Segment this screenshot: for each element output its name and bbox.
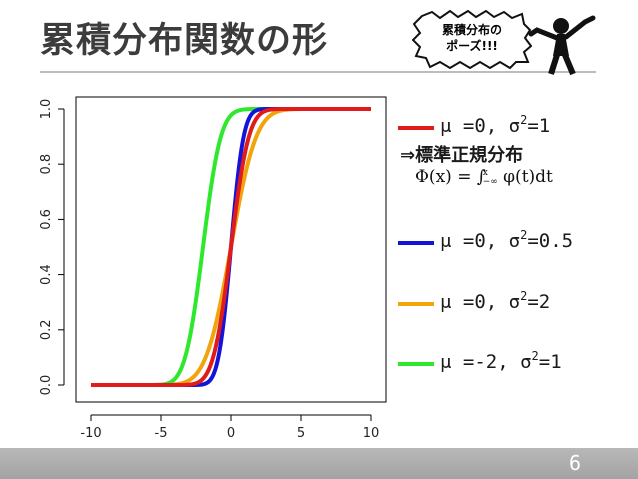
plot-frame [75,96,387,403]
formula-upper: x [482,167,488,178]
legend-sup: 2 [520,289,528,303]
legend-entry-green: μ =-2, σ2=1 [440,349,562,373]
legend-entry-orange: μ =0, σ2=2 [440,289,551,313]
formula-limits: x −∞ [482,167,498,187]
formula-lower: −∞ [482,176,498,187]
y-tick-label: 0.8 [39,154,54,175]
page-number: 6 [568,451,582,475]
formula-lhs: Φ(x) = ∫ [415,167,486,187]
x-tick-label: 5 [297,426,305,441]
y-axis: 0.0 0.2 0.4 0.6 0.8 1.0 [39,99,65,396]
x-tick-label: 0 [227,426,235,441]
legend-entry-blue: μ =0, σ2=0.5 [440,228,574,252]
x-tick-label: -5 [155,426,168,441]
cdf-curves [89,107,373,387]
legend-label: μ =0, σ [440,115,521,137]
bubble-line-2: ポーズ!!! [446,39,498,53]
cdf-chart: -10 -5 0 5 10 0.0 0.2 0.4 0.6 0.8 1.0 [39,96,387,441]
slide-title: 累積分布関数の形 [40,21,329,61]
legend-value: =0.5 [527,230,574,252]
bubble-text: 累積分布の ポーズ!!! [425,22,519,54]
legend-value: =1 [538,351,562,373]
legend-line-orange [398,302,434,306]
y-tick-label: 0.4 [39,264,54,285]
legend-sup: 2 [520,228,528,242]
y-tick-label: 0.6 [39,209,54,230]
speech-bubble [412,10,532,70]
legend-sup: 2 [520,113,528,127]
y-tick-label: 0.2 [39,319,54,340]
x-axis: -10 -5 0 5 10 [80,414,380,441]
y-tick-label: 0.0 [39,375,54,396]
bubble-line-1: 累積分布の [441,23,502,37]
legend-label: μ =0, σ [440,291,521,313]
legend-line-red [398,126,434,130]
x-tick-label: -10 [80,426,101,441]
legend-sup: 2 [531,349,539,363]
legend-label: μ =-2, σ [440,351,532,373]
x-tick-label: 10 [363,426,380,441]
legend-value: =2 [527,291,551,313]
legend-line-blue [398,241,434,245]
y-tick-label: 1.0 [39,99,54,120]
legend-value: =1 [527,115,551,137]
legend-line-green [398,362,434,366]
posing-figure-icon [528,15,596,76]
title-divider [40,71,596,73]
cdf-line-mu0-var1 [89,107,373,387]
legend-entry-red: μ =0, σ2=1 [440,113,551,137]
standard-normal-note: ⇒標準正規分布 [400,145,524,166]
footer-bar [0,448,638,479]
formula-rhs: φ(t)dt [503,167,553,187]
legend-label: μ =0, σ [440,230,521,252]
cdf-formula: Φ(x) = ∫x −∞ φ(t)dt [415,167,553,187]
